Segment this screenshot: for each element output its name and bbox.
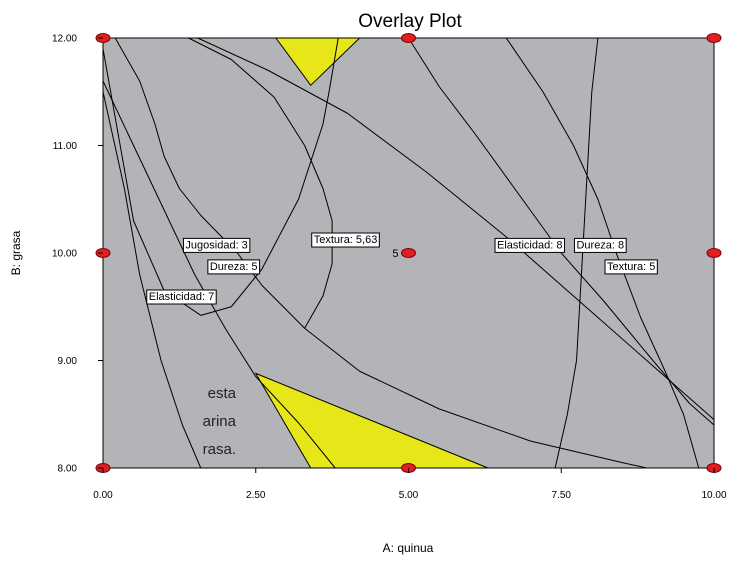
- contour-label-box: [604, 259, 658, 275]
- contour-line: [102, 91, 202, 469]
- design-point: [706, 33, 722, 43]
- chart-title: Overlay Plot: [358, 11, 462, 32]
- x-axis-ticks: 0.00 2.50 5.00 7.50 10.00: [93, 468, 727, 501]
- x-axis-label: A: quinua: [383, 541, 434, 555]
- contour-lines: [102, 37, 715, 469]
- design-point: [706, 248, 722, 258]
- y-tick-label: 8.00: [58, 464, 78, 475]
- y-axis-ticks: 8.00 9.00 10.00 11.00 12.00: [52, 34, 103, 475]
- contour-line: [197, 37, 715, 421]
- design-point: [401, 248, 416, 258]
- contour-label: Elasticidad: 7: [146, 289, 217, 305]
- y-tick-label: 12.00: [52, 34, 77, 45]
- contour-label-text: Jugosidad: 3: [185, 239, 247, 251]
- contour-line: [554, 37, 599, 469]
- feasible-region: [274, 37, 361, 87]
- contour-label: Jugosidad: 3: [182, 237, 251, 253]
- feasible-region: [254, 372, 489, 469]
- contour-line: [188, 37, 333, 329]
- side-text-line: rasa.: [202, 441, 236, 458]
- contour-line: [505, 37, 700, 469]
- clipped-body-text: esta arina rasa.: [196, 380, 236, 464]
- x-tick-label: 5.00: [399, 490, 419, 501]
- contour-label-text: Elasticidad: 8: [497, 239, 562, 251]
- side-text-line: arina: [202, 413, 236, 430]
- design-point: [401, 33, 416, 43]
- contour-label-text: Elasticidad: 7: [149, 291, 214, 303]
- contour-label: Elasticidad: 8: [494, 237, 565, 253]
- contour-label: Dureza: 8: [573, 237, 627, 253]
- contour-label: Textura: 5: [604, 259, 658, 275]
- contour-label-box: [311, 232, 380, 248]
- y-tick-label: 11.00: [53, 141, 78, 152]
- contour-label-box: [207, 259, 261, 275]
- contour-label: Textura: 5,63: [311, 232, 380, 248]
- contour-label-text: Textura: 5,63: [314, 234, 378, 246]
- contour-line: [102, 37, 339, 316]
- y-axis-label: B: grasa: [9, 230, 23, 275]
- contour-line: [408, 37, 715, 426]
- contour-label: Dureza: 5: [207, 259, 261, 275]
- contour-label-text: Dureza: 5: [210, 261, 258, 273]
- y-tick-label: 9.00: [58, 356, 78, 367]
- x-tick-label: 0.00: [93, 490, 113, 501]
- contour-label-box: [146, 289, 217, 305]
- y-tick-label: 10.00: [52, 249, 77, 260]
- contour-label-box: [573, 237, 627, 253]
- contour-labels: Jugosidad: 3 Dureza: 5 Elasticidad: 7 Textu…: [146, 232, 658, 305]
- contour-label-text: Dureza: 8: [576, 239, 624, 251]
- side-text-line: esta: [207, 385, 236, 402]
- design-point-label: 5: [392, 248, 398, 260]
- contour-label-text: Textura: 5: [607, 261, 655, 273]
- contour-label-box: [182, 237, 251, 253]
- x-tick-label: 10.00: [701, 490, 726, 501]
- x-tick-label: 2.50: [246, 490, 266, 501]
- feasible-regions: [254, 37, 489, 469]
- x-tick-label: 7.50: [552, 490, 572, 501]
- contour-label-box: [494, 237, 565, 253]
